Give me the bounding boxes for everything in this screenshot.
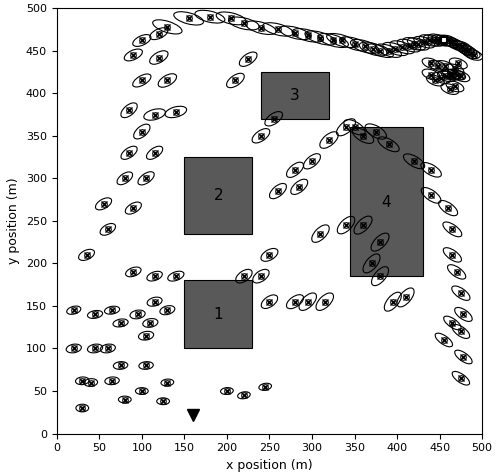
Y-axis label: y position (m): y position (m) xyxy=(8,178,20,264)
X-axis label: x position (m): x position (m) xyxy=(226,459,313,472)
Text: 4: 4 xyxy=(381,195,391,209)
Text: 1: 1 xyxy=(214,307,223,322)
Bar xyxy=(261,72,329,119)
Text: 3: 3 xyxy=(290,88,300,103)
Bar xyxy=(184,280,252,348)
Text: 2: 2 xyxy=(214,188,223,203)
Bar xyxy=(350,127,422,276)
Bar xyxy=(184,157,252,234)
